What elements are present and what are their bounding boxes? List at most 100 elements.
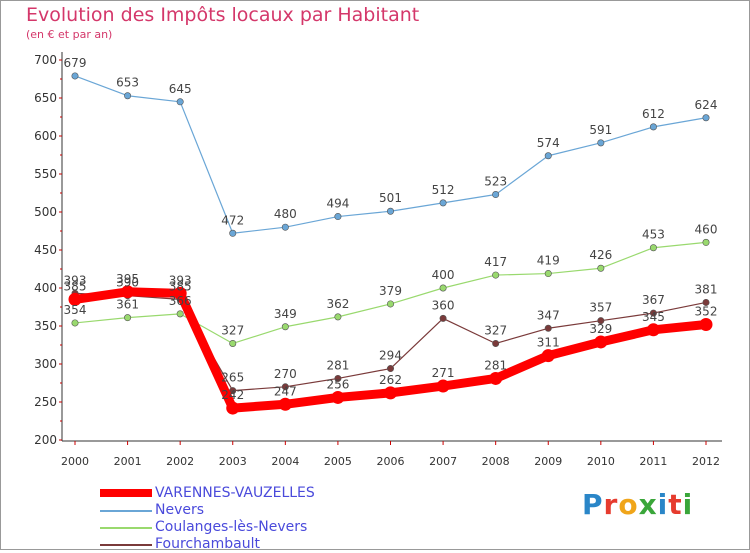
data-label: 362 [326, 297, 349, 311]
legend-label: VARENNES-VAUZELLES [155, 485, 315, 501]
x-tick-label: 2006 [377, 455, 405, 468]
data-point [541, 349, 555, 363]
data-label: 360 [432, 298, 455, 312]
data-label: 281 [484, 358, 507, 372]
y-tick-label: 300 [34, 357, 57, 371]
data-label: 393 [169, 273, 192, 287]
y-tick-label: 400 [34, 281, 57, 295]
data-label: 311 [537, 336, 560, 350]
data-label: 352 [695, 304, 718, 318]
data-label: 523 [484, 175, 507, 189]
proxiti-logo: Proxiti [582, 488, 693, 521]
data-point [439, 284, 447, 292]
data-label: 645 [169, 82, 192, 96]
data-point [68, 292, 82, 306]
data-label: 400 [432, 268, 455, 282]
data-point [386, 300, 394, 308]
data-label: 393 [64, 273, 87, 287]
data-label: 472 [221, 213, 244, 227]
data-label: 294 [379, 349, 402, 363]
data-label: 494 [326, 197, 349, 211]
data-label: 653 [116, 76, 139, 90]
data-label: 367 [642, 293, 665, 307]
data-point [594, 335, 608, 349]
x-tick-label: 2011 [639, 455, 667, 468]
data-label: 426 [589, 248, 612, 262]
data-point [439, 314, 447, 322]
legend-label: Fourchambault [155, 536, 260, 552]
data-label: 612 [642, 107, 665, 121]
data-labels-layer: 679 653 645 472 480 494 501 512 523 574 591 612 624 3… [64, 56, 718, 402]
data-label: 357 [589, 301, 612, 315]
data-label: 327 [221, 323, 244, 337]
data-point [439, 199, 447, 207]
data-label: 265 [221, 371, 244, 385]
data-label: 361 [116, 298, 139, 312]
data-label: 453 [642, 228, 665, 242]
data-point [124, 92, 132, 100]
y-tick-label: 350 [34, 319, 57, 333]
x-tick-label: 2001 [114, 455, 142, 468]
data-point [544, 324, 552, 332]
data-point [71, 72, 79, 80]
data-point [646, 323, 660, 337]
x-tick-label: 2002 [166, 455, 194, 468]
x-tick-label: 2004 [271, 455, 299, 468]
data-point [702, 114, 710, 122]
data-label: 395 [116, 272, 139, 286]
data-label: 419 [537, 254, 560, 268]
data-label: 247 [274, 384, 297, 398]
data-label: 345 [642, 310, 665, 324]
data-point [176, 98, 184, 106]
data-point [281, 223, 289, 231]
data-point [489, 371, 503, 385]
data-point [544, 152, 552, 160]
data-point [436, 379, 450, 393]
data-point [699, 317, 713, 331]
data-point [492, 271, 500, 279]
data-point [226, 401, 240, 415]
data-point [281, 323, 289, 331]
data-point [281, 383, 289, 391]
data-point [702, 238, 710, 246]
x-tick-label: 2009 [534, 455, 562, 468]
y-tick-label: 650 [34, 91, 57, 105]
data-label: 591 [589, 123, 612, 137]
data-label: 281 [326, 358, 349, 372]
logo-letter: r [603, 488, 619, 521]
data-label: 512 [432, 183, 455, 197]
y-tick-label: 250 [34, 395, 57, 409]
data-label: 624 [695, 98, 718, 112]
data-label: 679 [64, 56, 87, 70]
data-point [229, 229, 237, 237]
x-tick-label: 2007 [429, 455, 457, 468]
y-tick-label: 200 [34, 433, 57, 447]
data-point [334, 374, 342, 382]
data-point [121, 285, 135, 299]
data-point [229, 339, 237, 347]
legend-swatch [100, 527, 152, 529]
x-tick-label: 2008 [482, 455, 510, 468]
logo-letter: P [582, 488, 604, 521]
data-point [386, 207, 394, 215]
data-label: 349 [274, 307, 297, 321]
data-point [331, 390, 345, 404]
data-point [597, 317, 605, 325]
logo-letter: x [638, 488, 658, 521]
data-point [334, 213, 342, 221]
data-point [492, 339, 500, 347]
data-label: 327 [484, 323, 507, 337]
axes: 200 250 300 350 400 450 500 550 600 650 700 2000 200… [34, 52, 722, 468]
data-label: 329 [589, 322, 612, 336]
legend-label: Nevers [155, 502, 205, 518]
data-point [597, 264, 605, 272]
data-label: 256 [326, 377, 349, 391]
logo-letter: t [668, 488, 683, 521]
data-point [386, 365, 394, 373]
series-layer [68, 72, 713, 415]
data-label: 262 [379, 373, 402, 387]
data-label: 379 [379, 284, 402, 298]
data-label: 381 [695, 282, 718, 296]
